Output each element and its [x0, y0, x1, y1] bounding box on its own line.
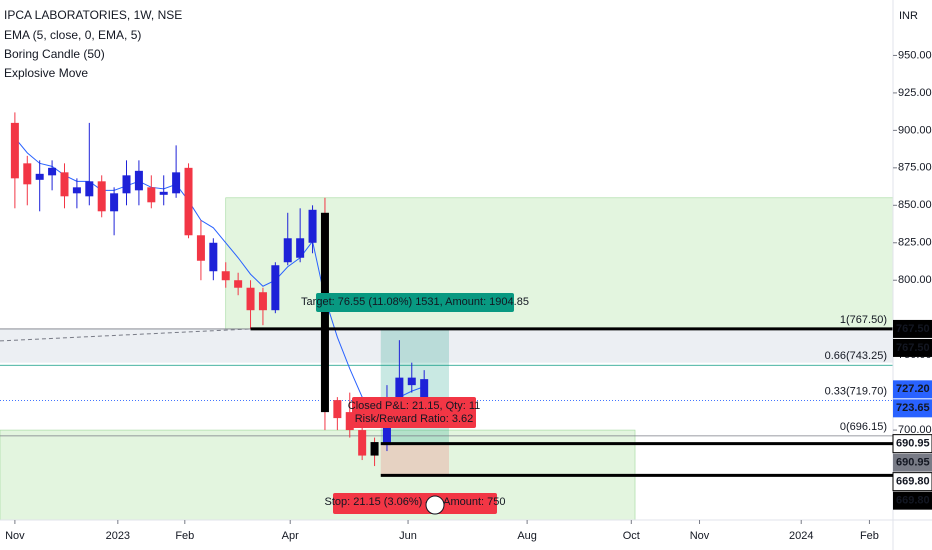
- legend-item: EMA (5, close, 0, EMA, 5): [4, 28, 141, 42]
- candle-body: [209, 242, 218, 272]
- candle-body: [308, 209, 317, 243]
- fib-label: 0.33(719.70): [825, 385, 887, 397]
- y-tick-label: 825.00: [898, 237, 932, 249]
- annotation-text: Risk/Reward Ratio: 3.62: [355, 413, 474, 425]
- fib-label: 1(767.50): [840, 314, 887, 326]
- candle-body: [296, 238, 305, 258]
- legend-item: Explosive Move: [4, 66, 88, 80]
- price-label: 767.50: [896, 323, 930, 335]
- y-tick-label: 850.00: [898, 199, 932, 211]
- x-tick-label: Oct: [623, 530, 640, 542]
- candle-body: [283, 238, 292, 263]
- price-label: 669.80: [896, 495, 930, 507]
- candle-body: [234, 280, 243, 288]
- candle-body: [72, 187, 81, 194]
- candle-body: [370, 442, 379, 456]
- candle-body: [48, 167, 57, 176]
- price-label-bg: [893, 338, 932, 357]
- fib-label: 0.66(743.25): [825, 350, 887, 362]
- y-tick-label: 950.00: [898, 49, 932, 61]
- currency: INR: [899, 10, 918, 22]
- price-label-bg: [892, 434, 932, 454]
- candle-body: [333, 400, 342, 419]
- ema-line: [14, 137, 425, 413]
- candle-body: [258, 292, 267, 311]
- x-tick-label: Jun: [399, 530, 417, 542]
- y-tick-label: 900.00: [898, 124, 932, 136]
- candle-body: [172, 172, 181, 194]
- price-label-bg: [893, 319, 932, 338]
- candle-body: [407, 377, 416, 386]
- candle-body: [395, 377, 404, 401]
- annotation-box: [352, 397, 476, 428]
- price-label: 690.95: [896, 457, 930, 469]
- candle-body: [221, 271, 230, 281]
- price-label-bg: [893, 380, 932, 399]
- candle-body: [196, 235, 205, 261]
- y-tick-label: 875.00: [898, 162, 932, 174]
- candle-body: [60, 172, 69, 197]
- candle-body: [85, 181, 94, 197]
- stop-zone: [380, 443, 449, 476]
- candle-body: [134, 170, 143, 191]
- candle-body: [420, 379, 429, 398]
- annotation-text: Closed P&L: 21.15, Qty: 11: [348, 400, 480, 412]
- candle-body: [358, 430, 367, 456]
- y-tick-label: 800.00: [898, 274, 932, 286]
- x-tick-label: Nov: [5, 530, 25, 542]
- candle-body: [23, 163, 32, 185]
- x-tick-label: Aug: [517, 530, 537, 542]
- price-label: 727.20: [896, 383, 930, 395]
- candle-body: [320, 212, 329, 413]
- annotation-text: Stop: 21.15 (3.06%) 47, Amount: 750: [324, 496, 505, 508]
- chart-title: IPCA LABORATORIES, 1W, NSE: [4, 8, 182, 22]
- price-label: 669.80: [896, 476, 930, 488]
- fib-label: 0(696.15): [840, 421, 887, 433]
- legend-item: Boring Candle (50): [4, 47, 105, 61]
- candle-body: [122, 175, 131, 194]
- price-label-bg: [893, 399, 932, 418]
- candle-body: [271, 265, 280, 311]
- annotation-text: Target: 76.55 (11.08%) 1531, Amount: 190…: [301, 296, 529, 308]
- candle-body: [110, 193, 119, 212]
- price-label: 767.50: [896, 342, 930, 354]
- price-label-bg: [892, 472, 932, 492]
- price-label: 723.65: [896, 402, 930, 414]
- x-tick-label: 2023: [106, 530, 130, 542]
- price-label: 690.95: [896, 438, 930, 450]
- candle-body: [246, 287, 255, 311]
- annotation-box: [316, 293, 514, 312]
- candle-body: [97, 181, 106, 212]
- y-tick-label: 925.00: [898, 87, 932, 99]
- annotation-box: [333, 493, 497, 514]
- candle-body: [147, 187, 156, 203]
- candle-body: [159, 191, 168, 195]
- candle-body: [10, 122, 19, 179]
- plot: 1(767.50) 0.66(743.25) 0.33(719.70) 0(696.1…: [0, 112, 894, 521]
- x-tick-label: 2024: [789, 530, 813, 542]
- price-label-bg: [893, 491, 932, 510]
- alert-icon: [425, 495, 445, 515]
- x-tick-label: Apr: [282, 530, 299, 542]
- zone: [0, 328, 893, 363]
- y-tick-label: 700.00: [898, 424, 932, 436]
- price-label-bg: [893, 453, 932, 472]
- candle-body: [184, 167, 193, 236]
- x-tick-label: Feb: [175, 530, 194, 542]
- candle-body: [35, 173, 44, 180]
- x-tick-label: Feb: [860, 530, 879, 542]
- x-tick-label: Nov: [690, 530, 710, 542]
- candle-body: [345, 412, 354, 431]
